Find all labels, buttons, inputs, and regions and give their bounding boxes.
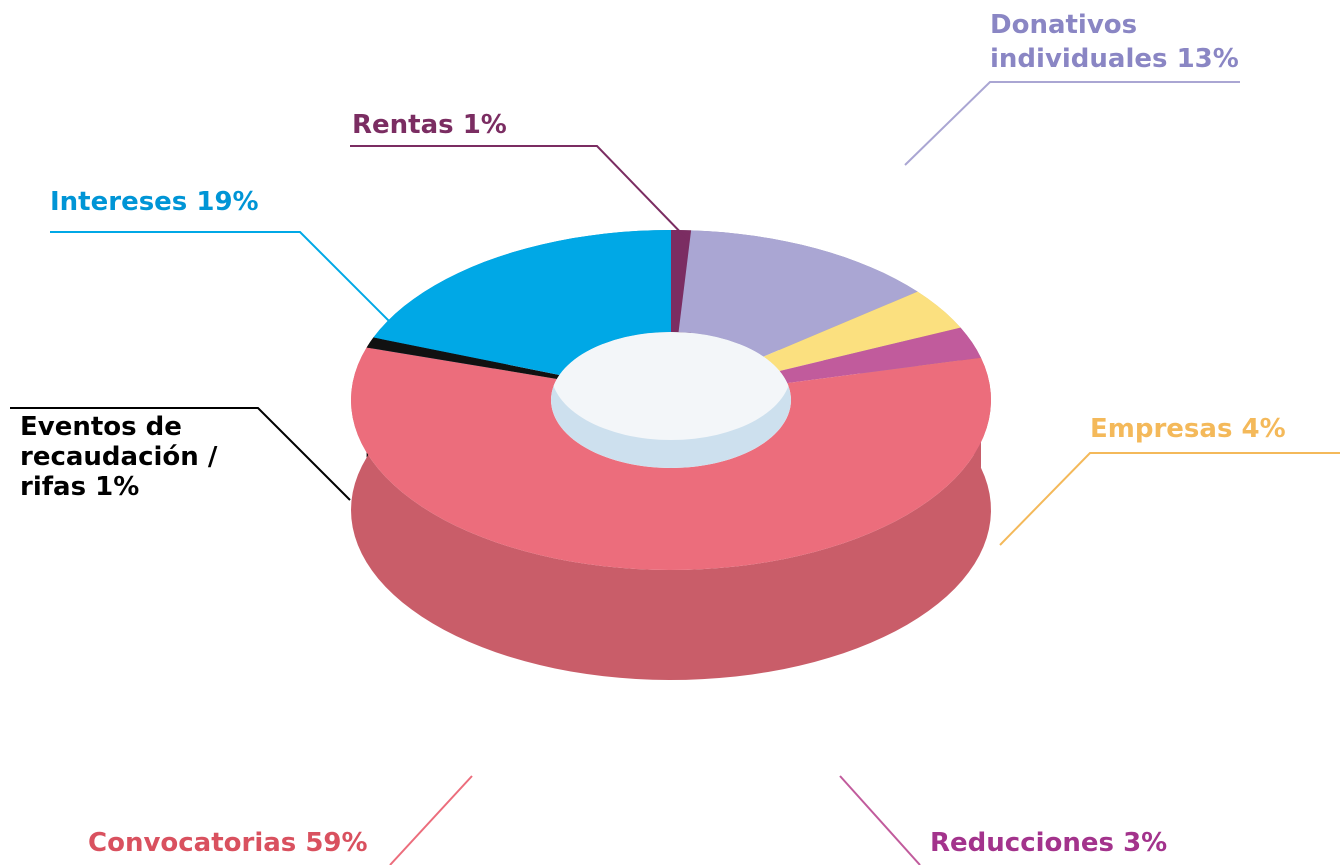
label-value: 4% (1241, 414, 1286, 444)
label-name: Empresas (1090, 414, 1233, 444)
slice (351, 347, 991, 570)
slice-label: Convocatorias 59% (88, 826, 428, 860)
slice-label: Eventos de recaudación / rifas 1% (20, 412, 260, 502)
slice-label: Intereses 19% (50, 185, 350, 219)
slice-label: Rentas 1% (352, 108, 752, 142)
leader-line (999, 452, 1340, 546)
slice-label: Donativos individuales 13% (990, 8, 1290, 76)
leader-line (50, 231, 391, 323)
leader-lines (10, 81, 1340, 865)
label-value: 59% (305, 828, 368, 858)
slice (779, 327, 981, 384)
label-value: 3% (1123, 828, 1168, 858)
leader-line (839, 775, 921, 865)
label-name: Eventos de recaudación / rifas (20, 412, 218, 502)
slice-label: Empresas 4% (1090, 412, 1343, 446)
slice (366, 337, 560, 379)
leader-line (389, 775, 473, 865)
label-name: Intereses (50, 187, 188, 217)
label-value: 1% (95, 472, 140, 502)
slices (351, 230, 991, 680)
leader-line (904, 81, 1240, 166)
label-name: Convocatorias (88, 828, 297, 858)
label-value: 13% (1176, 44, 1239, 74)
label-value: 1% (462, 110, 507, 140)
label-name: Reducciones (930, 828, 1114, 858)
leader-line (10, 407, 351, 501)
label-value: 19% (196, 187, 259, 217)
leader-line (350, 145, 689, 241)
slice (763, 291, 961, 372)
slice (373, 230, 671, 375)
slice-label: Reducciones 3% (930, 826, 1230, 860)
slice (671, 230, 692, 333)
label-name: Donativos individuales (990, 10, 1168, 74)
slice (678, 230, 918, 357)
slice-side (351, 347, 991, 680)
label-name: Rentas (352, 110, 454, 140)
